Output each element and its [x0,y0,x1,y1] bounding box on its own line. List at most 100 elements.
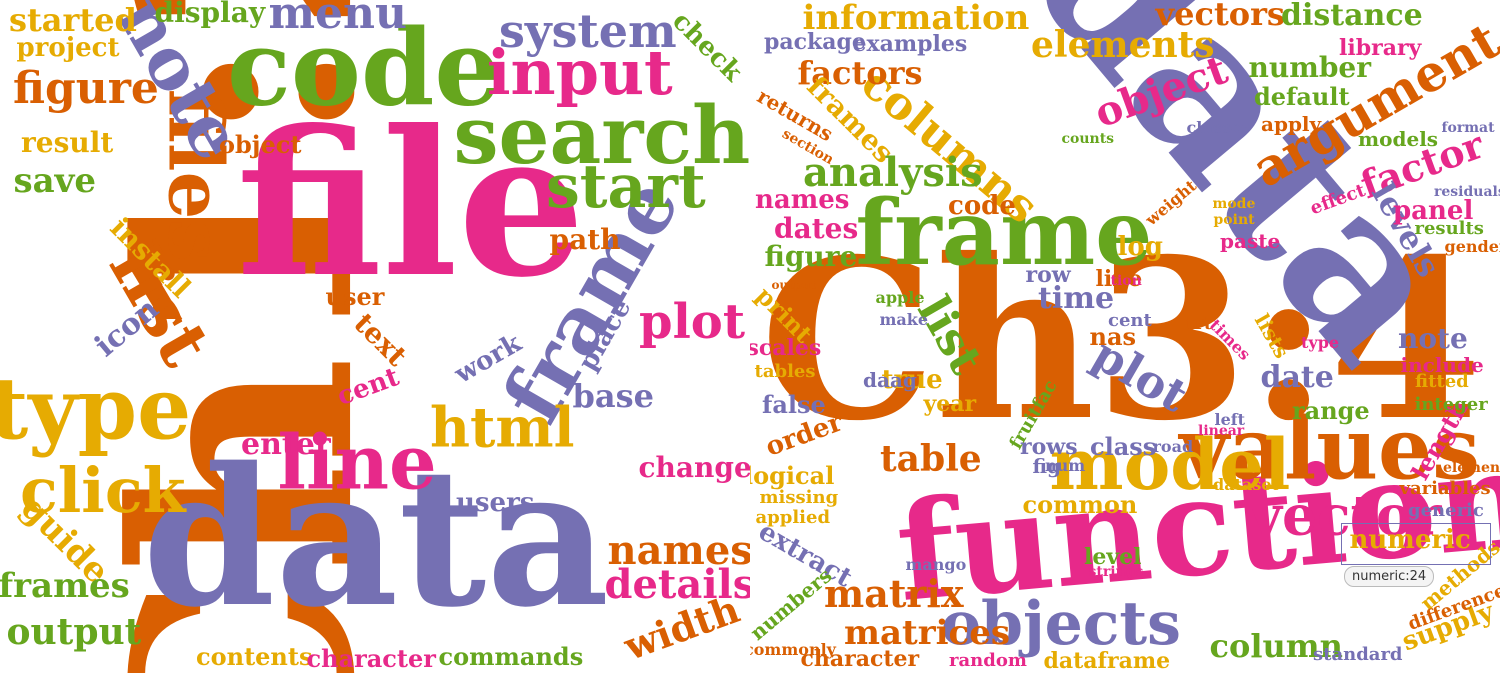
cloud-word[interactable]: data [142,426,610,649]
cloud-word[interactable]: fitted [1415,371,1469,392]
cloud-word[interactable]: numeric [1349,525,1471,555]
cloud-word[interactable]: package [764,29,866,55]
cloud-word[interactable]: library [1339,35,1422,61]
cloud-word[interactable]: names [755,185,850,215]
cloud-word[interactable]: false [762,390,826,419]
cloud-word[interactable]: common [1022,490,1138,519]
cloud-word[interactable]: figure [764,240,858,273]
cloud-word[interactable]: Ch3:4 [760,210,1483,469]
cloud-word[interactable]: variables [1399,478,1491,499]
cloud-word[interactable]: mode [1212,196,1256,212]
cloud-word[interactable]: base [572,377,654,415]
cloud-word[interactable]: click [20,454,186,527]
cloud-word[interactable]: factors [797,54,923,92]
cloud-word[interactable]: enter [241,427,331,462]
cloud-word[interactable]: year [923,391,977,417]
cloud-word[interactable]: applied [755,507,831,528]
cloud-word[interactable]: standard [1313,644,1403,665]
cloud-word[interactable]: strings [1088,564,1144,580]
cloud-word[interactable]: fig [1032,454,1062,478]
cloud-word[interactable]: paste [1220,229,1281,253]
cloud-word[interactable]: dates [774,212,859,245]
cloud-word[interactable]: output [771,278,817,292]
cloud-word[interactable]: integer [1414,394,1488,415]
cloud-word[interactable]: examples [852,31,968,57]
cloud-word[interactable]: system [499,4,677,58]
cloud-word[interactable]: distance [1281,0,1423,33]
cloud-word[interactable]: html [430,394,575,460]
cloud-word[interactable]: cent [1108,310,1152,331]
cloud-word[interactable]: classes [1186,118,1250,137]
cloud-word[interactable]: include [1400,353,1484,377]
cloud-word[interactable]: gender [1444,237,1500,256]
cloud-word[interactable]: point [1213,212,1255,228]
cloud-word[interactable]: users [456,488,535,518]
cloud-word[interactable]: num [1045,456,1086,475]
cloud-word[interactable]: type [1301,333,1340,352]
cloud-word[interactable]: check [666,6,748,88]
cloud-word[interactable]: display [154,0,266,29]
cloud-word[interactable]: default [1254,82,1350,111]
cloud-word[interactable]: time [1038,281,1115,316]
cloud-word[interactable]: logical [750,461,835,490]
cloud-word[interactable]: scales [750,335,822,361]
cloud-word[interactable]: line [1095,266,1143,292]
cloud-word[interactable]: commands [438,642,584,671]
cloud-word[interactable]: vector [1250,482,1442,548]
cloud-word[interactable]: character [800,646,920,672]
cloud-word[interactable]: apply [1261,112,1322,136]
cloud-word[interactable]: row [1025,262,1071,288]
cloud-word[interactable]: linear [1198,423,1245,439]
cloud-word[interactable]: plot [639,294,745,350]
cloud-word[interactable]: search [453,88,751,182]
cloud-word[interactable]: road [1152,437,1194,456]
cloud-word[interactable]: frame [855,180,1153,286]
cloud-word[interactable]: panel [1393,196,1474,226]
cloud-word[interactable]: range [1292,396,1370,425]
cloud-word[interactable]: commonly [750,640,836,659]
cloud-word[interactable]: frames [0,566,130,606]
cloud-word[interactable]: residuals [1434,184,1500,200]
cloud-word[interactable]: matrix [824,571,964,616]
cloud-word[interactable]: code [227,5,502,130]
cloud-word[interactable]: make [879,310,929,329]
cloud-word[interactable]: contents [196,642,313,671]
cloud-word[interactable]: type [0,359,192,460]
cloud-word[interactable]: random [949,650,1027,671]
cloud-word[interactable]: column [1209,627,1343,665]
cloud-word[interactable]: figure [13,63,159,114]
cloud-word[interactable]: details [604,561,751,608]
cloud-word[interactable]: results [1414,218,1484,239]
cloud-word[interactable]: output [6,611,142,653]
cloud-word[interactable]: models [1358,127,1439,151]
cloud-word[interactable]: file [236,87,586,322]
cloud-word[interactable]: daag [863,368,917,392]
cloud-word[interactable]: line [277,418,437,507]
cloud-word[interactable]: note [1398,322,1468,355]
cloud-word[interactable]: user [325,282,385,311]
cloud-word[interactable]: class [1090,432,1157,461]
cloud-word[interactable]: analysis [803,149,983,196]
cloud-word[interactable]: rows [1020,434,1078,460]
cloud-word[interactable]: missing [759,487,839,508]
cloud-word[interactable]: values [1179,399,1481,500]
cloud-word[interactable]: format [1441,120,1495,136]
cloud-word[interactable]: start [546,152,706,222]
cloud-word[interactable]: path [549,223,621,256]
cloud-word[interactable]: information [802,0,1030,38]
cloud-word[interactable]: apple [875,288,925,307]
cloud-word[interactable]: nas [1089,322,1137,351]
cloud-word[interactable]: tables [754,361,816,382]
cloud-word[interactable]: mango [905,555,967,574]
cloud-word[interactable]: result [21,126,114,159]
cloud-word[interactable]: tion [1110,273,1142,289]
cloud-word[interactable]: numbers [750,563,837,645]
cloud-word[interactable]: true [881,365,943,395]
cloud-word[interactable]: started [9,1,137,39]
cloud-word[interactable]: save [13,161,97,201]
cloud-word[interactable]: date [1260,360,1334,395]
cloud-word[interactable]: character [306,644,436,673]
cloud-word[interactable]: elements [1031,24,1215,66]
cloud-word[interactable]: trt [1186,313,1213,334]
cloud-word[interactable]: level [1084,544,1142,570]
